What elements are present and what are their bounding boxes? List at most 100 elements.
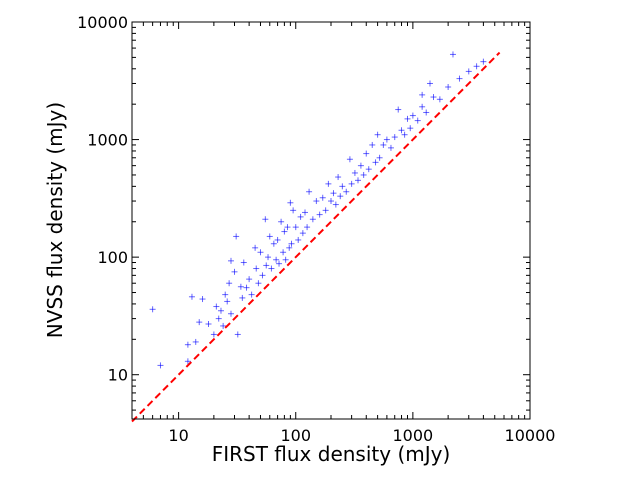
data-point	[246, 276, 253, 283]
data-point	[234, 331, 241, 338]
data-point	[253, 265, 260, 272]
data-point	[243, 284, 250, 291]
data-point	[456, 75, 463, 82]
data-point	[157, 362, 164, 369]
data-point	[205, 320, 212, 327]
data-point	[376, 154, 383, 161]
data-point	[313, 198, 320, 205]
data-point	[449, 51, 456, 58]
y-tick-label: 10000	[77, 13, 128, 32]
data-point	[332, 201, 339, 208]
data-point	[465, 68, 472, 75]
data-point	[480, 58, 487, 65]
x-tick-label: 1000	[393, 426, 434, 445]
data-point	[255, 280, 262, 287]
data-point	[419, 103, 426, 110]
data-point	[404, 115, 411, 122]
x-tick-label: 10	[168, 426, 188, 445]
data-point	[270, 240, 277, 247]
data-point	[287, 199, 294, 206]
data-point	[316, 211, 323, 218]
data-point	[407, 125, 414, 132]
data-point	[278, 218, 285, 225]
data-point	[330, 190, 337, 197]
data-point	[372, 159, 379, 166]
data-point	[304, 224, 311, 231]
data-point	[419, 91, 426, 98]
data-point	[445, 83, 452, 90]
data-point	[325, 180, 332, 187]
data-point	[309, 216, 316, 223]
data-point	[365, 166, 372, 173]
data-point	[274, 236, 281, 243]
data-point	[239, 294, 246, 301]
data-point	[184, 358, 191, 365]
data-point	[387, 144, 394, 151]
data-point	[192, 338, 199, 345]
data-point	[414, 117, 421, 124]
data-point	[282, 256, 289, 263]
data-point	[290, 207, 297, 214]
data-point	[276, 260, 283, 267]
data-point	[299, 230, 306, 237]
y-axis-label: NVSS flux density (mJy)	[43, 102, 67, 338]
data-point	[391, 134, 398, 141]
data-point	[430, 94, 437, 101]
data-point	[295, 236, 302, 243]
data-point	[351, 169, 358, 176]
data-point	[210, 331, 217, 338]
data-point	[339, 183, 346, 190]
data-points	[149, 51, 487, 369]
x-tick-label: 100	[280, 426, 311, 445]
data-point	[383, 136, 390, 143]
data-point	[257, 249, 264, 256]
data-point	[335, 174, 342, 181]
data-point	[196, 319, 203, 326]
data-point	[184, 341, 191, 348]
x-tick-label: 10000	[505, 426, 556, 445]
data-point	[374, 131, 381, 138]
x-axis-label: FIRST flux density (mJy)	[212, 442, 451, 466]
data-point	[284, 224, 291, 231]
y-tick-label: 1000	[87, 131, 128, 150]
data-point	[401, 131, 408, 138]
data-point	[222, 291, 229, 298]
data-point	[149, 306, 156, 313]
data-point	[217, 307, 224, 314]
data-point	[213, 303, 220, 310]
data-point	[215, 315, 222, 322]
axis-ticks	[131, 21, 531, 419]
data-point	[306, 188, 313, 195]
reference-line-y-equals-x	[131, 51, 501, 423]
data-point	[263, 262, 270, 269]
data-point	[343, 188, 350, 195]
data-point	[395, 106, 402, 113]
data-point	[265, 254, 272, 261]
data-point	[226, 280, 233, 287]
data-point	[273, 256, 280, 263]
y-tick-label: 10	[108, 366, 128, 385]
data-point	[369, 141, 376, 148]
data-point	[231, 268, 238, 275]
data-point	[268, 265, 275, 272]
data-point	[360, 171, 367, 178]
data-point	[354, 177, 361, 184]
data-point	[280, 249, 287, 256]
data-point	[288, 240, 295, 247]
data-point	[337, 193, 344, 200]
data-point	[357, 162, 364, 169]
data-point	[240, 259, 247, 266]
data-point	[224, 298, 231, 305]
data-point	[286, 244, 293, 251]
data-point	[188, 293, 195, 300]
data-point	[409, 112, 416, 119]
data-point	[426, 80, 433, 87]
data-point	[220, 322, 227, 329]
data-point	[302, 209, 309, 216]
data-point	[436, 96, 443, 103]
data-point	[233, 233, 240, 240]
data-point	[297, 213, 304, 220]
data-point	[227, 257, 234, 264]
data-point	[398, 127, 405, 134]
